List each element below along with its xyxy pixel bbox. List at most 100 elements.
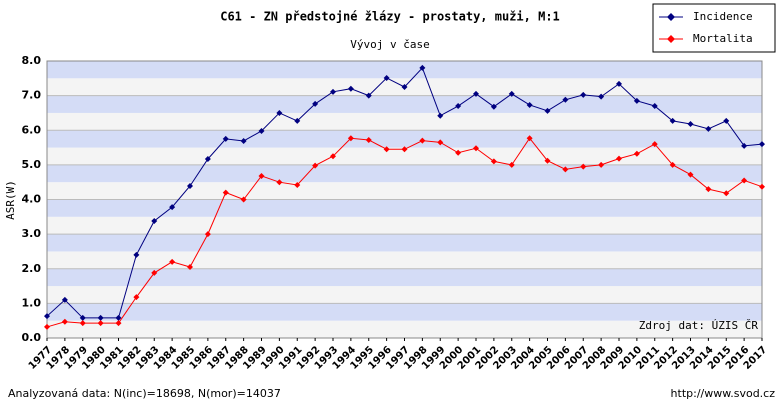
point-marker — [383, 146, 390, 153]
point-marker — [455, 103, 462, 110]
plot-band — [47, 234, 762, 252]
point-marker — [455, 149, 462, 156]
point-marker — [598, 161, 605, 168]
point-marker — [133, 294, 140, 301]
point-marker — [669, 161, 676, 168]
point-marker — [490, 103, 497, 110]
y-tick-label: 4.0 — [22, 193, 42, 206]
point-marker — [187, 264, 193, 271]
point-marker — [473, 145, 479, 152]
point-marker — [276, 109, 283, 116]
point-marker — [741, 142, 748, 149]
point-marker — [419, 64, 426, 71]
y-tick-label: 0.0 — [22, 331, 42, 344]
point-marker — [651, 103, 658, 110]
point-marker — [44, 313, 50, 320]
point-marker — [97, 314, 104, 321]
point-marker — [508, 161, 515, 168]
plot-band — [47, 286, 762, 304]
point-marker — [616, 80, 622, 87]
point-marker — [687, 171, 694, 178]
point-marker — [437, 112, 444, 119]
point-marker — [115, 320, 122, 327]
plot-band — [47, 164, 762, 183]
plot-band — [47, 303, 762, 321]
y-tick-label: 1.0 — [22, 296, 42, 309]
point-marker — [401, 83, 408, 90]
y-tick-label: 5.0 — [22, 158, 42, 171]
point-marker — [169, 204, 176, 211]
point-marker — [741, 177, 748, 184]
point-marker — [115, 314, 122, 321]
plot-band — [47, 147, 762, 165]
point-marker — [222, 189, 229, 196]
point-marker — [79, 320, 86, 327]
y-axis-label: ASR(W) — [4, 180, 17, 220]
point-marker — [151, 217, 158, 224]
source-note: Zdroj dat: ÚZIS ČR — [639, 319, 759, 332]
point-marker — [598, 93, 605, 100]
point-marker — [562, 96, 569, 103]
chart-title: C61 - ZN předstojné žlázy - prostaty, mu… — [220, 10, 560, 24]
point-marker — [437, 139, 444, 146]
point-marker — [240, 196, 247, 203]
plot-band — [47, 112, 762, 131]
point-marker — [616, 155, 622, 162]
point-marker — [294, 181, 301, 188]
point-marker — [312, 162, 319, 169]
point-marker — [97, 320, 104, 327]
plot-band — [47, 268, 762, 287]
point-marker — [687, 121, 694, 128]
plot-band — [47, 199, 762, 217]
point-marker — [705, 125, 712, 132]
point-marker — [330, 88, 336, 95]
point-marker — [723, 117, 730, 124]
plot-band — [47, 216, 762, 235]
point-marker — [365, 92, 372, 99]
plot-band — [47, 130, 762, 148]
point-marker — [61, 296, 68, 303]
legend-marker — [667, 13, 675, 21]
point-marker — [508, 90, 515, 97]
legend-box — [652, 3, 776, 53]
footer-right: http://www.svod.cz — [671, 387, 776, 400]
point-marker — [759, 183, 765, 190]
point-marker — [258, 172, 265, 179]
point-marker — [633, 150, 640, 157]
point-marker — [544, 157, 551, 164]
point-marker — [133, 251, 140, 258]
legend-marker — [667, 35, 675, 43]
point-marker — [294, 117, 301, 124]
point-marker — [347, 85, 354, 92]
point-marker — [204, 155, 211, 162]
point-marker — [490, 158, 497, 165]
y-tick-label: 3.0 — [22, 227, 42, 240]
point-marker — [580, 91, 587, 98]
point-marker — [526, 101, 533, 108]
point-marker — [526, 135, 533, 142]
legend-label: Mortalita — [693, 32, 753, 45]
point-marker — [61, 318, 68, 325]
point-marker — [312, 100, 319, 107]
plot-band — [47, 182, 762, 200]
y-tick-label: 6.0 — [22, 123, 42, 136]
plot-band — [47, 61, 762, 79]
point-marker — [258, 127, 265, 134]
point-marker — [79, 314, 86, 321]
point-marker — [240, 137, 247, 144]
point-marker — [187, 182, 193, 189]
point-marker — [759, 141, 765, 148]
point-marker — [222, 135, 229, 142]
y-tick-label: 2.0 — [22, 262, 42, 275]
point-marker — [401, 146, 408, 153]
point-marker — [580, 163, 587, 170]
y-tick-label: 8.0 — [22, 54, 42, 67]
point-marker — [473, 90, 479, 97]
footer-left: Analyzovaná data: N(inc)=18698, N(mor)=1… — [8, 387, 281, 400]
plot-band — [47, 251, 762, 269]
legend-label: Incidence — [693, 10, 753, 23]
point-marker — [562, 166, 569, 173]
point-marker — [276, 179, 283, 186]
point-marker — [365, 136, 372, 143]
